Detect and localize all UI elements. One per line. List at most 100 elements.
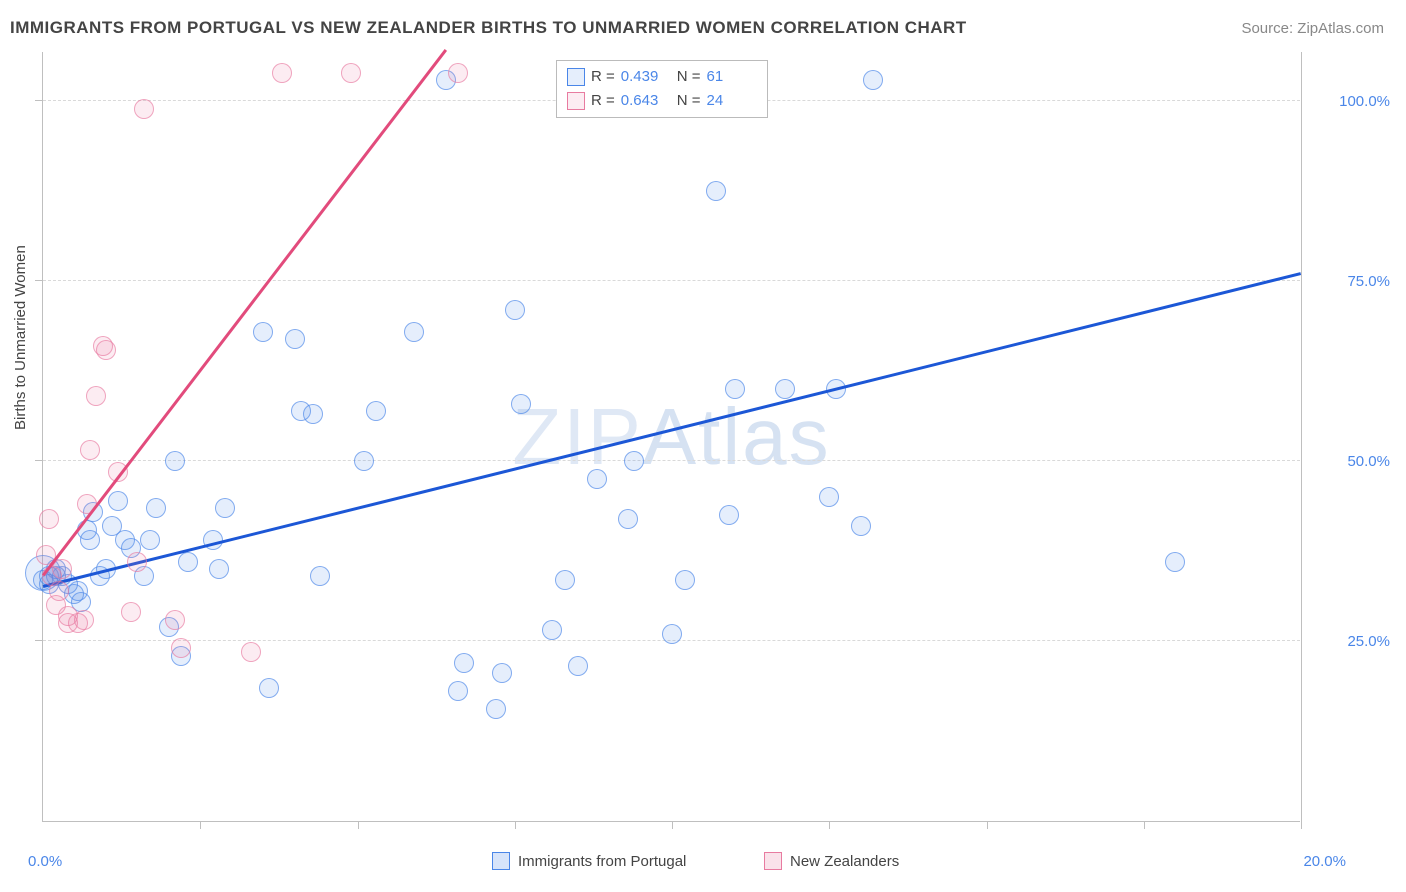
y-tick-mark xyxy=(35,100,43,101)
scatter-point xyxy=(863,70,883,90)
scatter-point xyxy=(134,99,154,119)
legend-series-label: New Zealanders xyxy=(790,853,899,870)
scatter-point xyxy=(706,181,726,201)
scatter-point xyxy=(618,509,638,529)
scatter-point xyxy=(454,653,474,673)
scatter-point xyxy=(354,451,374,471)
scatter-point xyxy=(719,505,739,525)
trend-line xyxy=(43,272,1302,587)
scatter-point xyxy=(39,509,59,529)
x-tick-mark xyxy=(515,821,516,829)
scatter-point xyxy=(96,340,116,360)
watermark-zip: ZIP xyxy=(512,392,642,481)
x-tick-label-max: 20.0% xyxy=(1303,853,1346,870)
legend-swatch xyxy=(567,92,585,110)
x-tick-mark xyxy=(829,821,830,829)
x-tick-mark xyxy=(200,821,201,829)
scatter-point xyxy=(366,401,386,421)
scatter-point xyxy=(165,451,185,471)
scatter-point xyxy=(165,610,185,630)
watermark: ZIPAtlas xyxy=(512,391,830,483)
source-label: Source: ZipAtlas.com xyxy=(1241,20,1384,37)
legend-n-value: 61 xyxy=(707,65,757,89)
scatter-point xyxy=(146,498,166,518)
legend-r-value: 0.643 xyxy=(621,89,671,113)
scatter-point xyxy=(209,559,229,579)
gridline-horizontal xyxy=(43,280,1300,281)
scatter-point xyxy=(303,404,323,424)
scatter-point xyxy=(341,63,361,83)
scatter-point xyxy=(662,624,682,644)
scatter-point xyxy=(448,681,468,701)
y-tick-label: 50.0% xyxy=(1320,453,1390,470)
y-tick-label: 100.0% xyxy=(1320,93,1390,110)
scatter-point xyxy=(775,379,795,399)
legend-series: Immigrants from Portugal xyxy=(492,852,686,870)
legend-stats-row: R =0.439N =61 xyxy=(567,65,757,89)
legend-stats: R =0.439N =61R =0.643N =24 xyxy=(556,60,768,118)
legend-r-label: R = xyxy=(591,65,615,89)
legend-stats-row: R =0.643N =24 xyxy=(567,89,757,113)
legend-r-value: 0.439 xyxy=(621,65,671,89)
legend-swatch xyxy=(764,852,782,870)
scatter-point xyxy=(127,552,147,572)
scatter-point xyxy=(1165,552,1185,572)
scatter-point xyxy=(555,570,575,590)
y-tick-mark xyxy=(35,640,43,641)
scatter-point xyxy=(178,552,198,572)
scatter-point xyxy=(404,322,424,342)
scatter-point xyxy=(140,530,160,550)
scatter-point xyxy=(675,570,695,590)
scatter-point xyxy=(492,663,512,683)
scatter-point xyxy=(259,678,279,698)
gridline-horizontal xyxy=(43,460,1300,461)
x-tick-mark xyxy=(1301,821,1302,829)
scatter-point xyxy=(285,329,305,349)
scatter-point xyxy=(52,559,72,579)
x-tick-label-min: 0.0% xyxy=(28,853,62,870)
y-tick-label: 25.0% xyxy=(1320,633,1390,650)
legend-swatch xyxy=(492,852,510,870)
x-tick-mark xyxy=(987,821,988,829)
scatter-point xyxy=(86,386,106,406)
scatter-point xyxy=(253,322,273,342)
trend-line xyxy=(42,49,447,576)
scatter-point xyxy=(851,516,871,536)
scatter-point xyxy=(215,498,235,518)
scatter-point xyxy=(108,491,128,511)
legend-swatch xyxy=(567,68,585,86)
scatter-point xyxy=(49,581,69,601)
chart-title: IMMIGRANTS FROM PORTUGAL VS NEW ZEALANDE… xyxy=(10,18,967,38)
y-axis-label: Births to Unmarried Women xyxy=(12,245,29,430)
y-tick-mark xyxy=(35,280,43,281)
scatter-point xyxy=(448,63,468,83)
scatter-point xyxy=(272,63,292,83)
legend-n-label: N = xyxy=(677,89,701,113)
scatter-point xyxy=(819,487,839,507)
axis-right-border xyxy=(1301,52,1302,822)
legend-series: New Zealanders xyxy=(764,852,899,870)
scatter-point xyxy=(171,638,191,658)
watermark-atlas: Atlas xyxy=(643,392,831,481)
scatter-point xyxy=(486,699,506,719)
scatter-point xyxy=(80,440,100,460)
y-tick-label: 75.0% xyxy=(1320,273,1390,290)
legend-r-label: R = xyxy=(591,89,615,113)
scatter-point xyxy=(505,300,525,320)
x-tick-mark xyxy=(672,821,673,829)
scatter-point xyxy=(568,656,588,676)
scatter-point xyxy=(587,469,607,489)
scatter-point xyxy=(542,620,562,640)
x-tick-mark xyxy=(1144,821,1145,829)
scatter-point xyxy=(511,394,531,414)
scatter-point xyxy=(241,642,261,662)
scatter-point xyxy=(80,530,100,550)
scatter-point xyxy=(121,602,141,622)
scatter-point xyxy=(74,610,94,630)
scatter-point xyxy=(310,566,330,586)
legend-series-label: Immigrants from Portugal xyxy=(518,853,686,870)
scatter-point xyxy=(624,451,644,471)
scatter-point xyxy=(725,379,745,399)
x-tick-mark xyxy=(358,821,359,829)
legend-n-value: 24 xyxy=(707,89,757,113)
